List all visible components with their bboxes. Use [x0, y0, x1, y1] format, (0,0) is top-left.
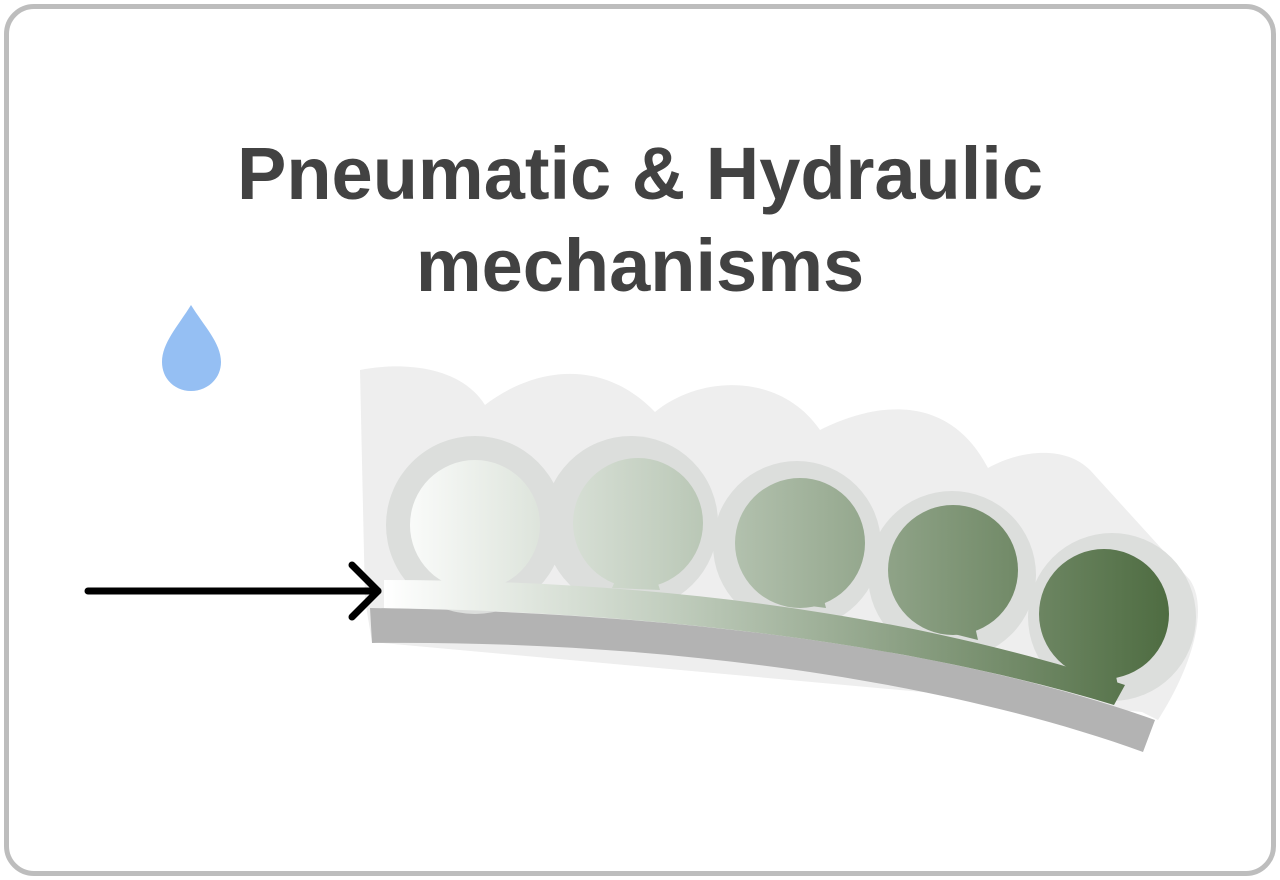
- chamber-5: [1039, 549, 1169, 679]
- chamber-neck-2: [612, 574, 660, 590]
- chamber-1: [410, 460, 540, 590]
- right-arrow-icon: [84, 561, 382, 621]
- chamber-neck-5: [1076, 660, 1118, 686]
- base-strip: [370, 608, 1155, 752]
- actuator-spine: [384, 580, 1125, 705]
- chamber-neck-4: [930, 618, 978, 640]
- title-line-1: Pneumatic & Hydraulic: [236, 132, 1043, 215]
- page-title: Pneumatic & Hydraulic mechanisms: [0, 128, 1280, 312]
- water-drop-icon: [162, 305, 221, 391]
- chamber-3: [735, 478, 865, 608]
- title-line-2: mechanisms: [415, 224, 865, 307]
- chamber-neck-1: [455, 570, 500, 585]
- chamber-4: [888, 505, 1018, 635]
- chamber-neck-3: [780, 590, 826, 608]
- chamber-2: [573, 458, 703, 588]
- chamber-fill: [384, 458, 1169, 705]
